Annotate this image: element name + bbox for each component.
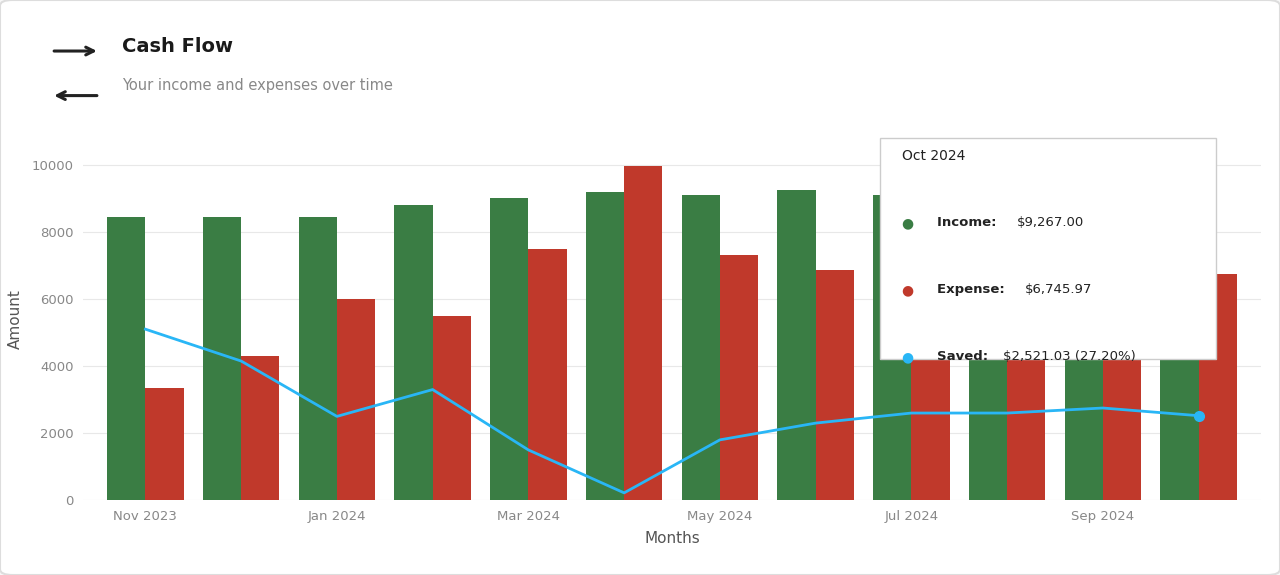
Text: ●: ●	[901, 350, 914, 364]
Bar	[586, 191, 625, 500]
Text: $2,521.03 (27.20%): $2,521.03 (27.20%)	[1004, 350, 1135, 363]
Text: Your income and expenses over time: Your income and expenses over time	[122, 78, 393, 93]
Bar	[1065, 187, 1103, 500]
Text: ●: ●	[901, 216, 914, 230]
Text: Cash Flow: Cash Flow	[122, 37, 233, 56]
Bar	[719, 255, 758, 500]
Text: Saved:: Saved:	[937, 350, 993, 363]
Text: ●: ●	[901, 283, 914, 297]
Bar	[1103, 279, 1142, 500]
Bar	[969, 197, 1007, 500]
Bar	[911, 284, 950, 500]
Bar	[433, 316, 471, 500]
Bar	[529, 248, 567, 500]
Text: $6,745.97: $6,745.97	[1025, 283, 1093, 296]
Bar	[146, 388, 184, 500]
Bar	[777, 190, 815, 500]
Bar	[815, 270, 854, 500]
Text: $9,267.00: $9,267.00	[1018, 216, 1084, 229]
Bar	[681, 195, 719, 500]
Bar	[108, 217, 146, 500]
Bar	[1007, 270, 1046, 500]
FancyBboxPatch shape	[881, 138, 1216, 359]
Bar	[490, 198, 529, 500]
Bar	[241, 356, 279, 500]
Bar	[1198, 274, 1236, 500]
X-axis label: Months: Months	[644, 531, 700, 546]
Bar	[873, 195, 911, 500]
Bar	[625, 166, 663, 500]
Text: Oct 2024: Oct 2024	[901, 149, 965, 163]
Bar	[337, 299, 375, 500]
Text: Income:: Income:	[937, 216, 1001, 229]
Bar	[394, 205, 433, 500]
Bar	[298, 217, 337, 500]
Text: Expense:: Expense:	[937, 283, 1010, 296]
Bar	[1160, 189, 1198, 500]
Bar	[202, 217, 241, 500]
Y-axis label: Amount: Amount	[8, 289, 23, 349]
